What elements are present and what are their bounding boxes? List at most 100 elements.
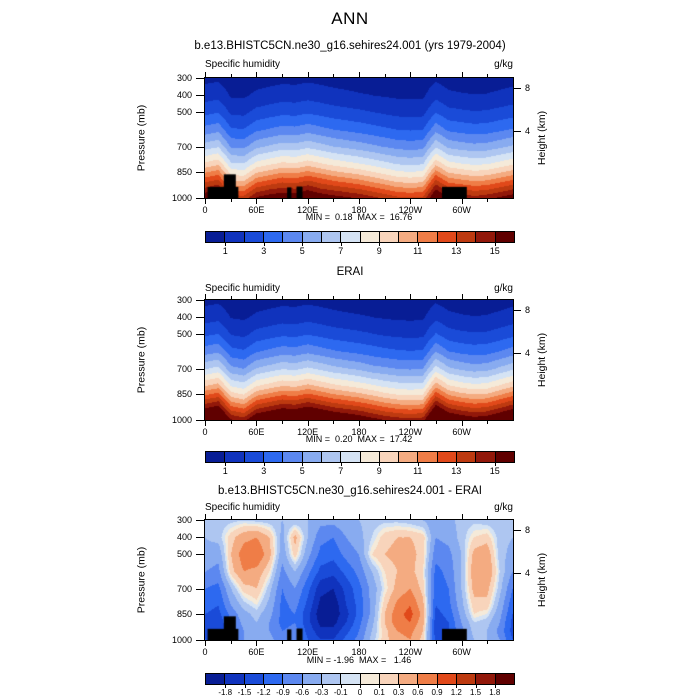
colorbar-tick — [456, 462, 458, 466]
pressure-tick-label: 1000 — [171, 193, 192, 203]
x-tick-minor — [436, 74, 437, 77]
colorbar-tick — [263, 462, 265, 466]
colorbar-segment — [341, 674, 361, 684]
pressure-tick-label: 300 — [176, 73, 192, 83]
colorbar-segment — [263, 452, 284, 462]
height-tick-label: 4 — [525, 348, 531, 359]
height-tick-label: 4 — [525, 126, 531, 137]
x-tick-minor — [230, 516, 232, 519]
height-axis-title: Height (km) — [536, 110, 549, 166]
colorbar-tick — [225, 242, 227, 246]
colorbar-segment — [418, 452, 438, 462]
colorbar-tick — [475, 684, 477, 688]
x-tick-minor — [333, 199, 335, 202]
height-tick — [514, 131, 521, 133]
x-tick-minor — [333, 421, 335, 424]
colorbar-segment — [225, 674, 245, 684]
x-tick-major — [256, 641, 258, 646]
colorbar-segment — [206, 674, 226, 684]
height-tick — [514, 529, 521, 531]
plot-frame — [204, 299, 514, 421]
height-tick-label: 8 — [525, 524, 531, 535]
pressure-tick-label: 850 — [176, 389, 192, 400]
x-tick-label: 60W — [452, 427, 471, 437]
pressure-tick — [196, 95, 204, 97]
x-tick-major — [205, 294, 206, 299]
height-tick-label: 8 — [525, 82, 531, 93]
pressure-tick-label: 400 — [176, 90, 192, 101]
colorbar-tick — [494, 462, 496, 466]
main-title: ANN — [331, 9, 369, 28]
x-tick-minor — [333, 74, 335, 77]
pressure-tick-label: 850 — [176, 609, 192, 620]
x-tick-major — [359, 421, 360, 426]
x-tick-minor — [436, 516, 437, 519]
x-tick-minor — [487, 641, 489, 644]
colorbar-tick — [263, 242, 265, 246]
colorbar-tick — [321, 684, 323, 688]
x-tick-major — [256, 514, 258, 519]
x-tick-minor — [333, 641, 335, 644]
colorbar-segment — [457, 232, 477, 242]
colorbar-label: 0.3 — [392, 688, 405, 697]
colorbar-segment — [302, 452, 322, 462]
x-tick-minor — [230, 74, 232, 77]
colorbar-segment — [379, 674, 400, 684]
colorbar-segment — [321, 232, 342, 242]
pressure-tick-label: 700 — [176, 141, 192, 152]
colorbar-label: -0.3 — [314, 688, 329, 697]
colorbar-label: 0.9 — [431, 688, 443, 697]
colorbar-tick — [340, 242, 342, 246]
pressure-tick — [196, 640, 204, 641]
x-tick-major — [410, 294, 412, 299]
colorbar-tick — [263, 684, 265, 688]
x-tick-minor — [384, 74, 386, 77]
x-tick-minor — [436, 199, 437, 202]
colorbar-segment — [399, 452, 419, 462]
colorbar-label: -0.6 — [295, 688, 310, 697]
x-tick-minor — [230, 641, 232, 644]
x-tick-minor — [436, 641, 437, 644]
colorbar-tick — [302, 242, 304, 246]
pressure-axis-title: Pressure (mb) — [135, 104, 148, 172]
x-tick-minor — [282, 421, 283, 424]
colorbar-tick — [302, 462, 304, 466]
x-tick-major — [461, 199, 463, 204]
x-tick-major — [205, 421, 206, 426]
colorbar-label: 1.8 — [489, 688, 501, 697]
x-tick-minor — [333, 516, 335, 519]
colorbar-segment — [399, 674, 419, 684]
field-label: Specific humidity — [205, 283, 281, 294]
colorbar-label: 3 — [261, 466, 267, 476]
height-tick — [514, 309, 521, 311]
pressure-tick — [196, 537, 204, 539]
pressure-tick — [196, 588, 204, 590]
colorbar-label: 13 — [451, 466, 462, 476]
x-tick-minor — [384, 199, 386, 202]
x-tick-minor — [436, 296, 437, 299]
x-tick-major — [410, 199, 412, 204]
colorbar-tick — [340, 684, 342, 688]
x-tick-major — [410, 641, 412, 646]
colorbar-segment — [476, 452, 496, 462]
colorbar-tick — [379, 242, 381, 246]
colorbar-segment — [476, 232, 496, 242]
pressure-axis-title: Pressure (mb) — [135, 326, 148, 394]
pressure-tick — [196, 520, 204, 521]
colorbar-segment — [283, 452, 303, 462]
colorbar-segment — [379, 452, 400, 462]
colorbar-label: 0.1 — [373, 688, 385, 697]
x-tick-minor — [230, 296, 232, 299]
units-label: g/kg — [494, 283, 513, 294]
colorbar-tick — [302, 684, 304, 688]
colorbar-label: -1.5 — [237, 688, 252, 697]
x-tick-label: 60E — [248, 427, 265, 437]
x-tick-label: 180 — [351, 647, 367, 657]
colorbar-segment — [283, 674, 303, 684]
pressure-tick-label: 300 — [176, 295, 192, 305]
colorbar-segment — [360, 232, 380, 242]
x-tick-major — [256, 72, 258, 77]
colorbar-label: 9 — [376, 466, 382, 476]
x-tick-label: 180 — [351, 205, 367, 215]
x-tick-label: 120E — [297, 205, 319, 215]
